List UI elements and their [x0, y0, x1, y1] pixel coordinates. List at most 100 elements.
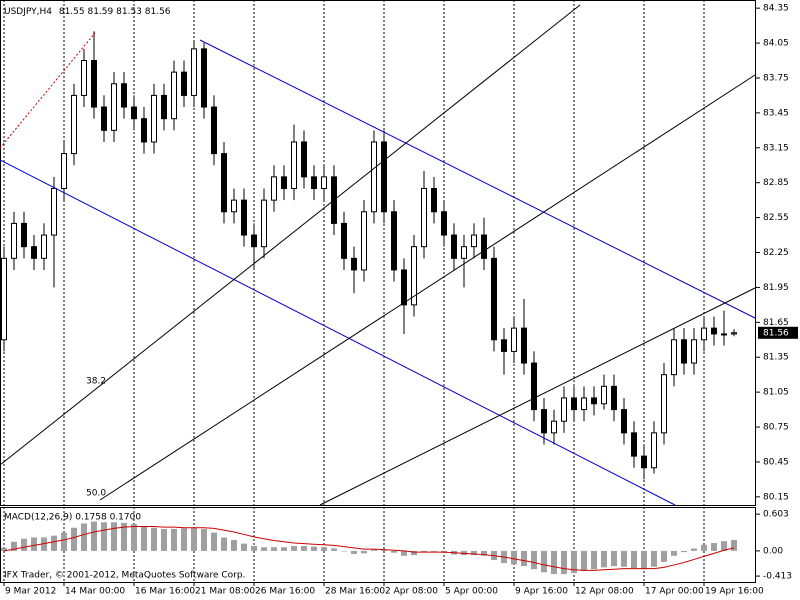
candle-body: [211, 106, 217, 155]
candle-body: [41, 234, 47, 259]
candle-body: [531, 362, 537, 411]
candle-body: [551, 420, 557, 434]
macd-bar: [261, 547, 267, 551]
candle-body: [451, 234, 457, 259]
x-tick-label: 17 Apr 00:00: [645, 587, 704, 597]
candle-body: [581, 397, 587, 411]
macd-bar: [431, 550, 437, 552]
macd-bar: [281, 547, 287, 551]
candle-body: [221, 153, 227, 213]
candle-body: [131, 106, 137, 120]
copyright: IFX Trader, © 2001-2012, MetaQuotes Soft…: [4, 571, 245, 581]
x-tick-label: 12 Apr 08:00: [575, 587, 634, 597]
macd-bar: [61, 532, 67, 551]
candle-body: [711, 327, 717, 335]
y-tick-label: 0.603: [763, 510, 789, 520]
macd-bar: [421, 550, 427, 553]
macd-bar: [661, 550, 667, 562]
x-tick-label: 28 Mar 16:00: [325, 587, 385, 597]
y-tick-label: 82.25: [763, 248, 789, 258]
candle-body: [571, 397, 577, 411]
candle-body: [81, 60, 87, 96]
trend-line: [0, 4, 581, 466]
y-tick-label: 0.00: [763, 546, 783, 556]
macd-bar: [711, 542, 717, 551]
price-marker-label: 81.56: [763, 328, 789, 338]
price-marker: [758, 326, 798, 339]
macd-bar: [151, 527, 157, 551]
candle-body: [161, 94, 167, 120]
y-tick-label: 84.35: [763, 4, 789, 14]
y-tick-label: 81.05: [763, 388, 789, 398]
macd-bar: [521, 550, 527, 567]
candle-body: [361, 211, 367, 271]
macd-bar: [31, 537, 37, 551]
close-value: 81.56: [145, 7, 171, 17]
candle-body: [721, 333, 727, 336]
macd-bar: [721, 541, 727, 551]
macd-bar: [701, 544, 707, 551]
macd-bar: [581, 550, 587, 572]
candle-body: [651, 432, 657, 469]
candle-body: [91, 60, 97, 108]
candle-body: [541, 409, 547, 434]
macd-bar: [101, 522, 107, 551]
macd-bar: [321, 547, 327, 551]
candle-body: [381, 141, 387, 213]
candle-body: [231, 199, 237, 213]
series-layer: [1, 0, 737, 582]
macd-bar: [21, 538, 27, 551]
macd-bar: [301, 546, 307, 551]
macd-bar: [41, 537, 47, 551]
macd-bar: [11, 541, 17, 551]
candle-body: [391, 211, 397, 271]
candle-body: [591, 397, 597, 405]
macd-bar: [371, 549, 377, 551]
x-tick-label: 9 Mar 2012: [5, 587, 56, 597]
candle-body: [471, 234, 477, 248]
candle-body: [601, 385, 607, 405]
macd-bar: [391, 550, 397, 553]
macd-bar: [531, 550, 537, 570]
macd-bar: [341, 550, 347, 552]
macd-bar: [631, 550, 637, 568]
fibo-label: 38.2: [86, 377, 106, 387]
y-tick-label: -0.413: [763, 572, 792, 582]
macd-bar: [381, 549, 387, 551]
fibo-line: [0, 32, 96, 149]
fibo-label: 50.0: [86, 489, 106, 499]
x-tick-label: 9 Apr 16:00: [515, 587, 568, 597]
channel-line: [0, 159, 676, 506]
macd-bar: [311, 546, 317, 551]
indicator-label: MACD(12,26,9) 0.1758 0.1700: [4, 513, 141, 523]
candle-body: [611, 385, 617, 411]
candle-body: [111, 83, 117, 131]
candle-body: [701, 327, 707, 341]
macd-bar: [131, 524, 137, 551]
candle-body: [371, 141, 377, 213]
macd-bar: [121, 522, 127, 551]
macd-bar: [551, 550, 557, 575]
candle-body: [621, 409, 627, 434]
y-tick-label: 80.15: [763, 492, 789, 502]
y-tick-label: 82.55: [763, 213, 789, 223]
candle-body: [11, 222, 17, 259]
candle-body: [151, 94, 157, 143]
channel-line: [199, 39, 756, 319]
macd-bar: [401, 550, 407, 556]
macd-bar: [211, 532, 217, 551]
candle-body: [31, 246, 37, 259]
macd-bar: [171, 528, 177, 551]
candle-body: [521, 327, 527, 364]
drawn-objects: 38.2 50.0: [0, 4, 756, 506]
candle-body: [201, 48, 207, 108]
macd-bar: [561, 550, 567, 575]
macd-bar: [221, 537, 227, 551]
macd-bar: [731, 539, 737, 551]
candle-body: [71, 94, 77, 155]
candle-body: [61, 153, 67, 190]
candle-body: [321, 176, 327, 190]
macd-bar: [51, 535, 57, 551]
candle-body: [181, 71, 187, 96]
